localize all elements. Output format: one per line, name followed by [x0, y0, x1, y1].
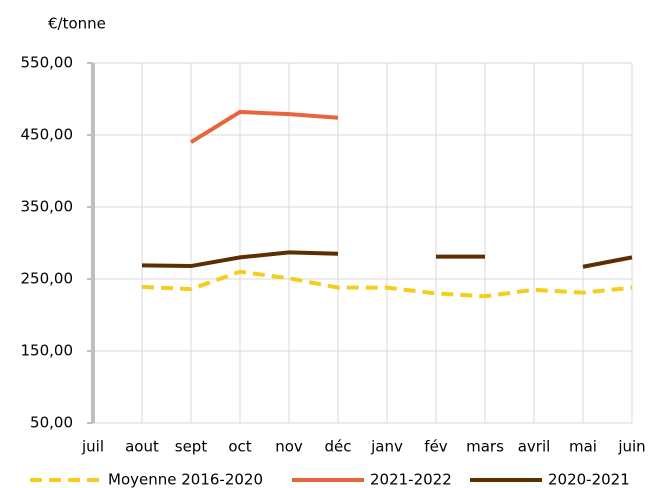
- series-line: [582, 255, 633, 269]
- legend-label: 2021-2022: [370, 471, 452, 488]
- y-axis-label: €/tonne: [48, 15, 106, 33]
- series-line: [141, 250, 339, 269]
- x-tick-label: aout: [125, 438, 159, 456]
- y-tick-label: 350,00: [21, 198, 74, 216]
- x-tick-label: avril: [518, 438, 551, 456]
- x-tick-label: janv: [370, 438, 403, 456]
- y-tick-label: 150,00: [21, 342, 74, 360]
- x-tick-label: juin: [617, 438, 645, 456]
- series-line: [189, 109, 339, 144]
- legend-label: Moyenne 2016-2020: [108, 471, 263, 488]
- x-tick-label: juil: [81, 438, 104, 456]
- y-tick-label: 50,00: [30, 414, 73, 432]
- x-tick-label: fév: [424, 438, 448, 456]
- x-tick-label: sept: [175, 438, 208, 456]
- x-tick-label: nov: [275, 438, 303, 456]
- y-tick-label: 550,00: [21, 54, 74, 72]
- series-line: [141, 269, 633, 299]
- legend-label: 2020-2021: [548, 471, 630, 488]
- x-tick-label: déc: [325, 438, 352, 456]
- y-tick-label: 250,00: [21, 270, 74, 288]
- x-tick-label: oct: [228, 438, 251, 456]
- x-tick-label: mars: [466, 438, 504, 456]
- x-tick-label: mai: [569, 438, 597, 456]
- y-tick-label: 450,00: [21, 126, 74, 144]
